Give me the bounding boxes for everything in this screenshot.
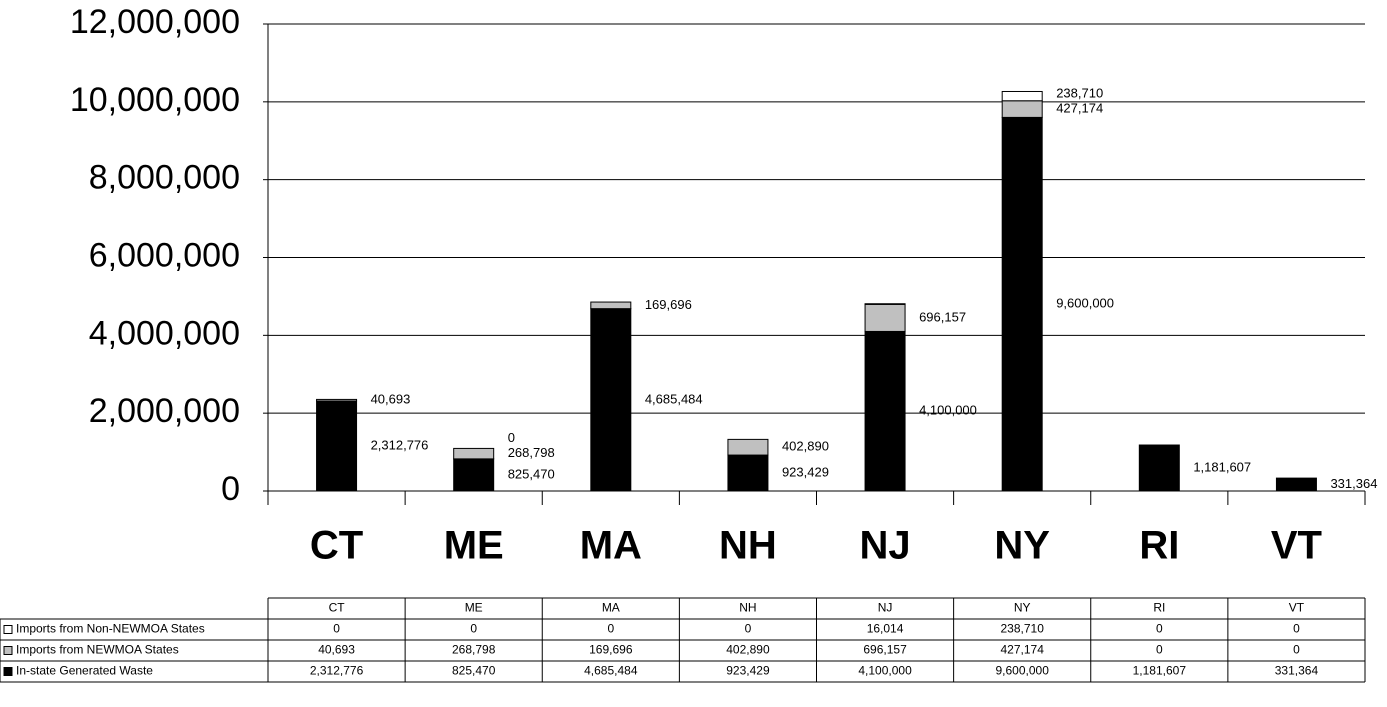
table-cell: 40,693 [318, 643, 355, 657]
table-cell: 0 [470, 622, 477, 636]
bar-segment [727, 454, 769, 492]
bar-segment [1001, 90, 1043, 102]
table-cell: 16,014 [867, 622, 904, 636]
table-cell: 0 [745, 622, 752, 636]
legend-swatch [3, 667, 13, 676]
legend-swatch [3, 646, 13, 655]
x-category-label: NH [719, 524, 777, 568]
bar-segment [316, 400, 358, 492]
legend-label: Imports from NEWMOA States [16, 643, 179, 657]
x-category-label: NJ [859, 524, 910, 568]
y-tick-label: 4,000,000 [89, 314, 240, 352]
table-header: MA [602, 601, 620, 615]
legend-label: In-state Generated Waste [16, 664, 153, 678]
table-cell: 238,710 [1000, 622, 1044, 636]
bar-segment [316, 398, 358, 402]
table-cell: 331,364 [1275, 664, 1319, 678]
bar-segment [453, 447, 495, 460]
data-label: 40,693 [371, 392, 411, 407]
bar-segment [590, 308, 632, 492]
data-label: 4,685,484 [645, 391, 703, 406]
table-header: NH [739, 601, 756, 615]
bar-segment [1275, 477, 1317, 492]
table-cell: 696,157 [863, 643, 907, 657]
bar-segment [1001, 116, 1043, 492]
table-cell: 9,600,000 [995, 664, 1049, 678]
table-cell: 402,890 [726, 643, 770, 657]
table-header: NY [1014, 601, 1031, 615]
y-tick-label: 10,000,000 [70, 81, 240, 119]
table-cell: 0 [1156, 622, 1163, 636]
y-tick-label: 0 [221, 470, 240, 508]
x-category-label: ME [444, 524, 504, 568]
table-cell: 825,470 [452, 664, 496, 678]
data-label: 268,798 [508, 445, 555, 460]
table-cell: 169,696 [589, 643, 633, 657]
data-label: 0 [508, 430, 515, 445]
x-category-label: MA [580, 524, 642, 568]
table-cell: 0 [607, 622, 614, 636]
table-cell: 0 [1293, 622, 1300, 636]
y-tick-label: 8,000,000 [89, 159, 240, 197]
data-label: 696,157 [919, 309, 966, 324]
data-label: 825,470 [508, 466, 555, 481]
data-label: 1,181,607 [1193, 459, 1251, 474]
bar-segment [864, 330, 906, 492]
table-cell: 923,429 [726, 664, 770, 678]
table-cell: 4,100,000 [858, 664, 912, 678]
legend-swatch [3, 625, 13, 634]
bar-segment [1001, 100, 1043, 118]
data-label: 402,890 [782, 439, 829, 454]
bar-segment [864, 303, 906, 332]
data-label: 4,100,000 [919, 403, 977, 418]
data-label: 331,364 [1330, 476, 1377, 491]
data-label: 9,600,000 [1056, 296, 1114, 311]
table-cell: 427,174 [1000, 643, 1044, 657]
data-label: 427,174 [1056, 101, 1103, 116]
bar-segment [727, 438, 769, 456]
data-label: 923,429 [782, 464, 829, 479]
table-cell: 4,685,484 [584, 664, 638, 678]
bar-segment [864, 303, 906, 305]
data-label: 2,312,776 [371, 437, 429, 452]
table-cell: 0 [1293, 643, 1300, 657]
x-category-label: NY [994, 524, 1050, 568]
data-label: 238,710 [1056, 86, 1103, 101]
table-cell: 268,798 [452, 643, 496, 657]
table-header: NJ [878, 601, 893, 615]
table-cell: 2,312,776 [310, 664, 364, 678]
x-category-label: VT [1271, 524, 1322, 568]
x-category-label: RI [1139, 524, 1179, 568]
table-header: RI [1153, 601, 1165, 615]
table-header: ME [465, 601, 483, 615]
legend-label: Imports from Non-NEWMOA States [16, 622, 205, 636]
table-cell: 0 [333, 622, 340, 636]
y-tick-label: 6,000,000 [89, 236, 240, 274]
x-category-label: CT [310, 524, 363, 568]
y-tick-label: 2,000,000 [89, 392, 240, 430]
y-tick-label: 12,000,000 [70, 3, 240, 41]
data-label: 169,696 [645, 297, 692, 312]
bar-segment [453, 458, 495, 492]
table-cell: 0 [1156, 643, 1163, 657]
table-header: VT [1289, 601, 1305, 615]
table-header: CT [329, 601, 346, 615]
table-cell: 1,181,607 [1133, 664, 1187, 678]
bar-segment [1138, 444, 1180, 492]
bar-segment [590, 301, 632, 310]
